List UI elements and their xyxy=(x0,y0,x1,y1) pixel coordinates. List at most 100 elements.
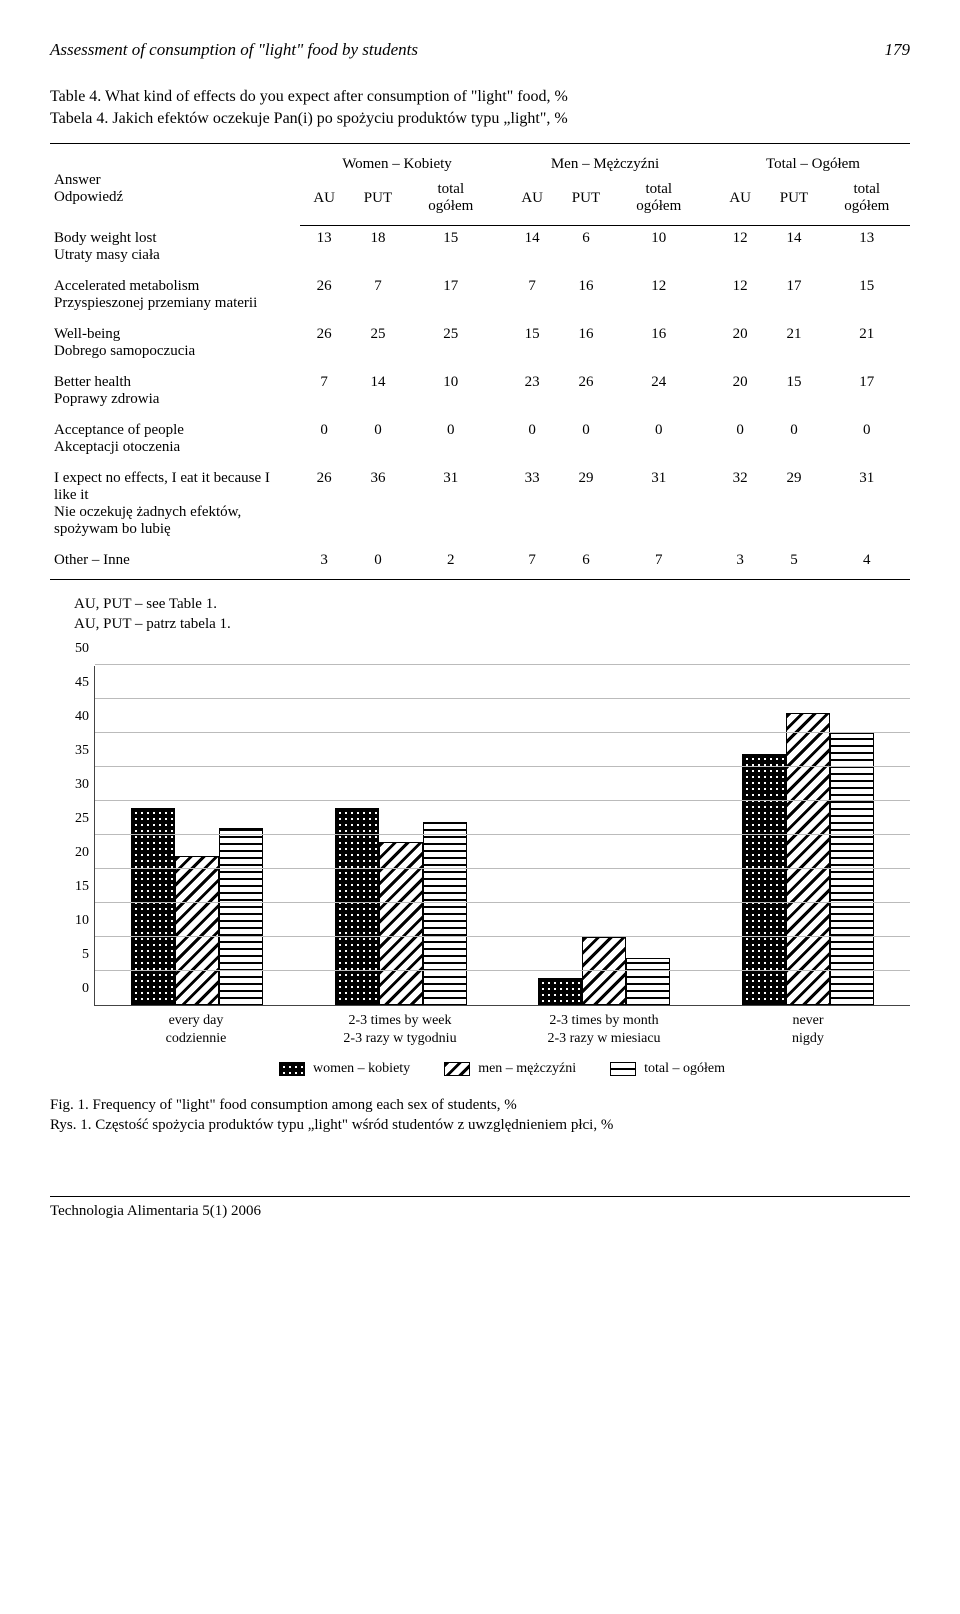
cell: 0 xyxy=(716,412,764,460)
legend-label: men – mężczyźni xyxy=(478,1061,576,1077)
cell: 5 xyxy=(764,542,823,580)
bar-group xyxy=(538,937,670,1005)
cell: 12 xyxy=(616,268,702,316)
cell: 26 xyxy=(300,460,348,542)
y-tick-label: 0 xyxy=(61,981,89,997)
cell: 13 xyxy=(824,226,910,268)
cell: 0 xyxy=(408,412,494,460)
y-tick-label: 25 xyxy=(61,811,89,827)
effects-table: Answer Odpowiedź Women – Kobiety Men – M… xyxy=(50,143,910,580)
frequency-chart: 05101520253035404550 every daycodziennie… xyxy=(50,666,910,1077)
table-caption: Table 4. What kind of effects do you exp… xyxy=(50,86,910,129)
y-tick-label: 40 xyxy=(61,709,89,725)
cell: 17 xyxy=(824,364,910,412)
cell: 15 xyxy=(508,316,556,364)
cell: 21 xyxy=(824,316,910,364)
cell: 23 xyxy=(508,364,556,412)
row-label: I expect no effects, I eat it because I … xyxy=(50,460,300,542)
table-row: Accelerated metabolismPrzyspieszonej prz… xyxy=(50,268,910,316)
y-tick-label: 20 xyxy=(61,845,89,861)
bar xyxy=(131,808,175,1005)
y-tick-label: 30 xyxy=(61,777,89,793)
cell: 32 xyxy=(716,460,764,542)
cell: 12 xyxy=(716,226,764,268)
legend-swatch xyxy=(444,1062,470,1076)
bar xyxy=(423,822,467,1006)
cell: 25 xyxy=(408,316,494,364)
sub-au: AU xyxy=(300,177,348,226)
col-women: Women – Kobiety xyxy=(300,144,494,178)
gridline xyxy=(95,800,910,801)
figure-caption: Fig. 1. Frequency of "light" food consum… xyxy=(50,1095,910,1136)
cell: 0 xyxy=(348,542,407,580)
cell: 10 xyxy=(616,226,702,268)
cell: 12 xyxy=(716,268,764,316)
bar xyxy=(335,808,379,1005)
col-total: Total – Ogółem xyxy=(716,144,910,178)
cell: 13 xyxy=(300,226,348,268)
row-label: Well-beingDobrego samopoczucia xyxy=(50,316,300,364)
page-number: 179 xyxy=(885,40,911,60)
gridline xyxy=(95,902,910,903)
table-note: AU, PUT – see Table 1. AU, PUT – patrz t… xyxy=(74,594,910,635)
x-tick-label: every daycodziennie xyxy=(111,1012,281,1047)
cell: 14 xyxy=(348,364,407,412)
cell: 0 xyxy=(824,412,910,460)
table-caption-en: Table 4. What kind of effects do you exp… xyxy=(50,86,910,108)
running-title: Assessment of consumption of "light" foo… xyxy=(50,40,418,60)
gridline xyxy=(95,868,910,869)
cell: 7 xyxy=(300,364,348,412)
col-answer: Answer Odpowiedź xyxy=(50,144,300,226)
cell: 31 xyxy=(616,460,702,542)
bar xyxy=(786,713,830,1005)
cell: 2 xyxy=(408,542,494,580)
cell: 31 xyxy=(408,460,494,542)
cell: 21 xyxy=(764,316,823,364)
legend-label: total – ogółem xyxy=(644,1061,725,1077)
cell: 0 xyxy=(764,412,823,460)
table-row: I expect no effects, I eat it because I … xyxy=(50,460,910,542)
gridline xyxy=(95,698,910,699)
cell: 0 xyxy=(616,412,702,460)
y-tick-label: 5 xyxy=(61,947,89,963)
sub-put: PUT xyxy=(348,177,407,226)
cell: 14 xyxy=(764,226,823,268)
bar xyxy=(582,937,626,1005)
gridline xyxy=(95,664,910,665)
bar xyxy=(830,733,874,1005)
bar xyxy=(742,754,786,1006)
y-tick-label: 10 xyxy=(61,913,89,929)
row-label: Body weight lostUtraty masy ciała xyxy=(50,226,300,268)
legend-label: women – kobiety xyxy=(313,1061,410,1077)
cell: 33 xyxy=(508,460,556,542)
cell: 26 xyxy=(300,268,348,316)
bar xyxy=(175,856,219,1006)
cell: 25 xyxy=(348,316,407,364)
cell: 36 xyxy=(348,460,407,542)
gridline xyxy=(95,936,910,937)
chart-plot-area: 05101520253035404550 xyxy=(94,666,910,1006)
bar xyxy=(219,828,263,1005)
cell: 20 xyxy=(716,364,764,412)
table-row: Acceptance of peopleAkceptacji otoczenia… xyxy=(50,412,910,460)
cell: 7 xyxy=(348,268,407,316)
cell: 24 xyxy=(616,364,702,412)
chart-x-labels: every daycodziennie 2-3 times by week2-3 … xyxy=(94,1012,910,1047)
cell: 15 xyxy=(764,364,823,412)
cell: 17 xyxy=(764,268,823,316)
chart-bars xyxy=(95,666,910,1005)
cell: 18 xyxy=(348,226,407,268)
row-label: Acceptance of peopleAkceptacji otoczenia xyxy=(50,412,300,460)
row-label: Other – Inne xyxy=(50,542,300,580)
bar-group xyxy=(742,713,874,1005)
x-tick-label: 2-3 times by week2-3 razy w tygodniu xyxy=(315,1012,485,1047)
cell: 16 xyxy=(616,316,702,364)
legend-item: total – ogółem xyxy=(610,1061,725,1077)
cell: 20 xyxy=(716,316,764,364)
x-tick-label: 2-3 times by month2-3 razy w miesiacu xyxy=(519,1012,689,1047)
table-row: Well-beingDobrego samopoczucia2625251516… xyxy=(50,316,910,364)
row-label: Accelerated metabolismPrzyspieszonej prz… xyxy=(50,268,300,316)
cell: 6 xyxy=(556,226,615,268)
y-tick-label: 45 xyxy=(61,675,89,691)
cell: 16 xyxy=(556,316,615,364)
